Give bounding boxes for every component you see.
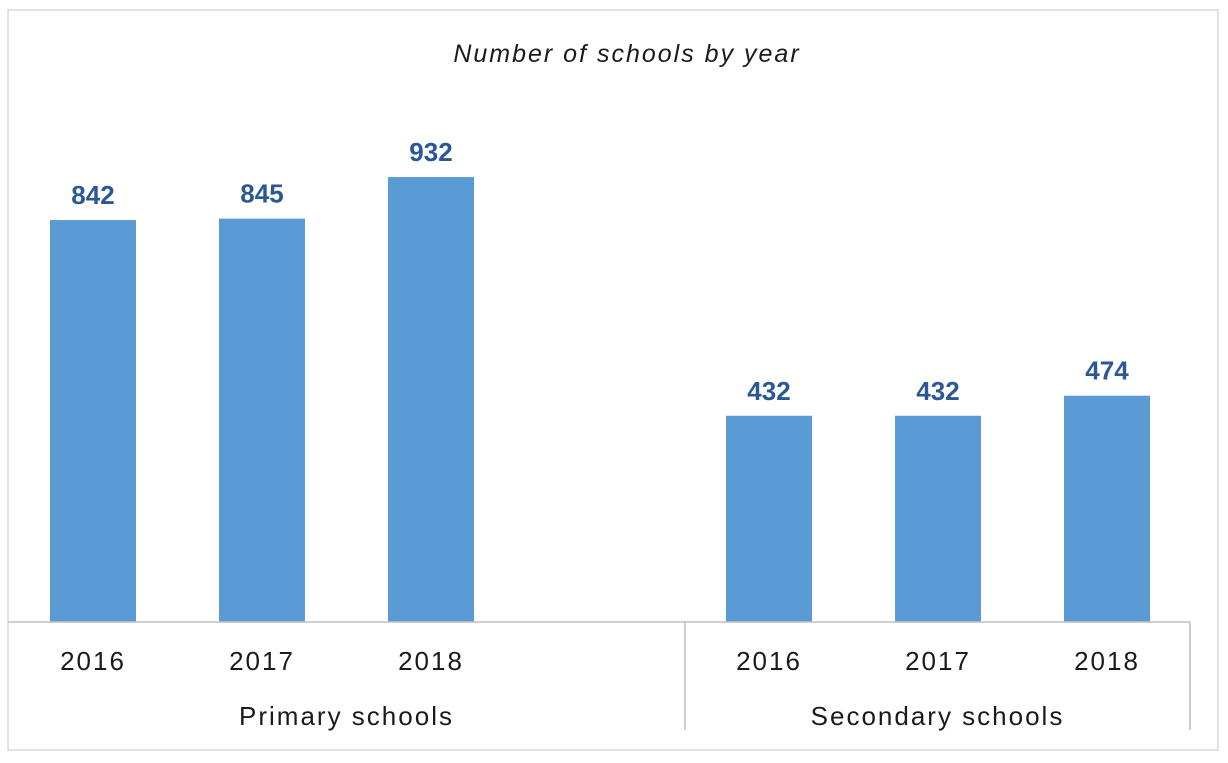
x-tick-label: 2017: [905, 646, 971, 676]
data-label: 432: [747, 376, 790, 406]
bar-primary-2017: [219, 218, 305, 623]
data-label: 932: [409, 137, 452, 167]
data-label: 474: [1085, 356, 1129, 386]
x-tick-label: 2016: [736, 646, 802, 676]
data-label: 845: [240, 179, 283, 209]
x-tick-label: 2017: [229, 646, 295, 676]
bars-layer: 842 845 932 432 432 474: [50, 137, 1150, 623]
chart-frame: [7, 9, 1219, 751]
bar-secondary-2017: [895, 415, 981, 622]
x-tick-label: 2018: [1074, 646, 1140, 676]
group-label: Primary schools: [239, 701, 454, 731]
bar-secondary-2016: [726, 415, 812, 622]
bar-primary-2018: [388, 177, 474, 622]
data-label: 432: [916, 376, 959, 406]
x-tick-label: 2016: [60, 646, 126, 676]
data-label: 842: [71, 180, 114, 210]
x-tick-label: 2018: [398, 646, 464, 676]
group-label: Secondary schools: [811, 701, 1065, 731]
bar-primary-2016: [50, 220, 136, 622]
bar-secondary-2018: [1064, 395, 1150, 622]
chart-title: Number of schools by year: [453, 40, 800, 68]
category-axis: 2016 2017 2018 Primary schools 2016 2017 2018 S…: [8, 621, 1191, 731]
